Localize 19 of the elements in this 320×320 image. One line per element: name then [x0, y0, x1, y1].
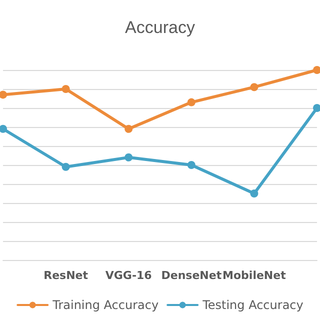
- x-tick-label: ResNet: [44, 269, 88, 282]
- point: [187, 98, 196, 106]
- point: [250, 190, 258, 198]
- point: [313, 104, 320, 112]
- point: [124, 153, 133, 162]
- x-tick-label: DenseNet: [161, 269, 222, 282]
- point: [62, 162, 70, 171]
- legend-label: Testing Accuracy: [202, 298, 304, 312]
- point: [250, 83, 258, 92]
- point: [313, 66, 320, 74]
- x-tick-label: MobileNet: [222, 269, 286, 282]
- point: [124, 124, 133, 133]
- point: [0, 124, 7, 133]
- chart-title: Accuracy: [125, 18, 196, 37]
- x-tick-label: VGG-16: [105, 269, 152, 282]
- point: [0, 90, 7, 99]
- point: [62, 85, 70, 93]
- legend-label: Training Accuracy: [52, 298, 159, 312]
- point: [187, 161, 196, 169]
